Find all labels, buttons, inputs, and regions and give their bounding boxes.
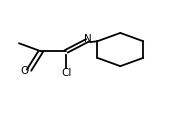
Text: O: O [20, 66, 29, 76]
Text: Cl: Cl [61, 67, 72, 77]
Text: N: N [84, 34, 91, 44]
